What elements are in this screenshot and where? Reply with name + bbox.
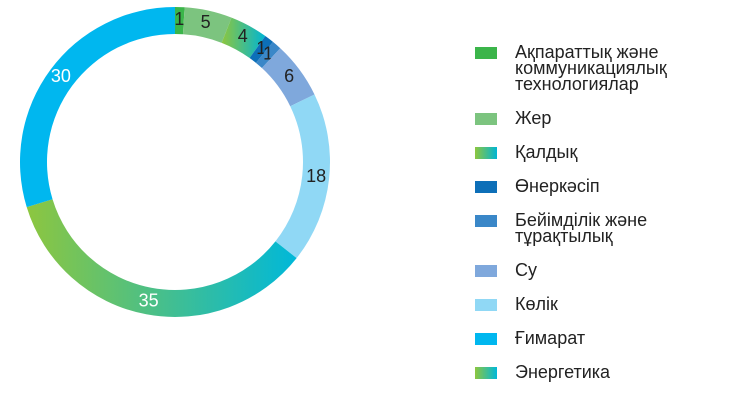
- legend-label: Ақпараттық және коммуникациялық технолог…: [515, 42, 667, 94]
- data-label: 30: [51, 66, 71, 86]
- legend-swatch: [475, 215, 497, 227]
- legend-label: Ғимарат: [515, 328, 586, 348]
- data-label: 1: [256, 38, 266, 58]
- legend-swatch: [475, 147, 497, 159]
- segment: [221, 17, 266, 58]
- data-label: 5: [201, 12, 211, 32]
- legend-label: Энергетика: [515, 362, 611, 382]
- legend-swatch: [475, 47, 497, 59]
- legend-item: Энергетика: [475, 362, 725, 382]
- segment: [261, 48, 315, 107]
- legend-label: Қалдық: [515, 142, 578, 162]
- segment: [275, 94, 330, 259]
- legend-swatch: [475, 181, 497, 193]
- legend-item: Жер: [475, 108, 725, 128]
- legend-item: Су: [475, 260, 725, 280]
- legend-swatch: [475, 367, 497, 379]
- legend: Ақпараттық және коммуникациялық технолог…: [475, 42, 725, 398]
- legend-item: Көлік: [475, 294, 725, 314]
- data-label: 4: [238, 26, 248, 46]
- data-label: 35: [139, 290, 159, 310]
- segment: [182, 7, 232, 43]
- legend-label: Бейімділік және тұрақтылық: [515, 210, 648, 246]
- legend-swatch: [475, 265, 497, 277]
- segment: [249, 36, 273, 63]
- data-label: 1: [263, 44, 273, 64]
- segment: [26, 199, 297, 318]
- legend-item: Ғимарат: [475, 328, 725, 348]
- legend-item: Қалдық: [475, 142, 725, 162]
- segment: [255, 41, 281, 69]
- legend-label: Өнеркәсіп: [515, 176, 600, 196]
- segment: [175, 7, 185, 35]
- data-label: 1: [174, 9, 184, 29]
- legend-swatch: [475, 113, 497, 125]
- legend-swatch: [475, 333, 497, 345]
- legend-label: Жер: [515, 108, 552, 128]
- legend-swatch: [475, 299, 497, 311]
- data-label: 6: [284, 66, 294, 86]
- data-label: 18: [306, 166, 326, 186]
- legend-item: Өнеркәсіп: [475, 176, 725, 196]
- legend-item: Бейімділік және тұрақтылық: [475, 210, 725, 246]
- segment: [19, 7, 176, 208]
- legend-label: Су: [515, 260, 537, 280]
- legend-label: Көлік: [515, 294, 558, 314]
- legend-item: Ақпараттық және коммуникациялық технолог…: [475, 42, 725, 94]
